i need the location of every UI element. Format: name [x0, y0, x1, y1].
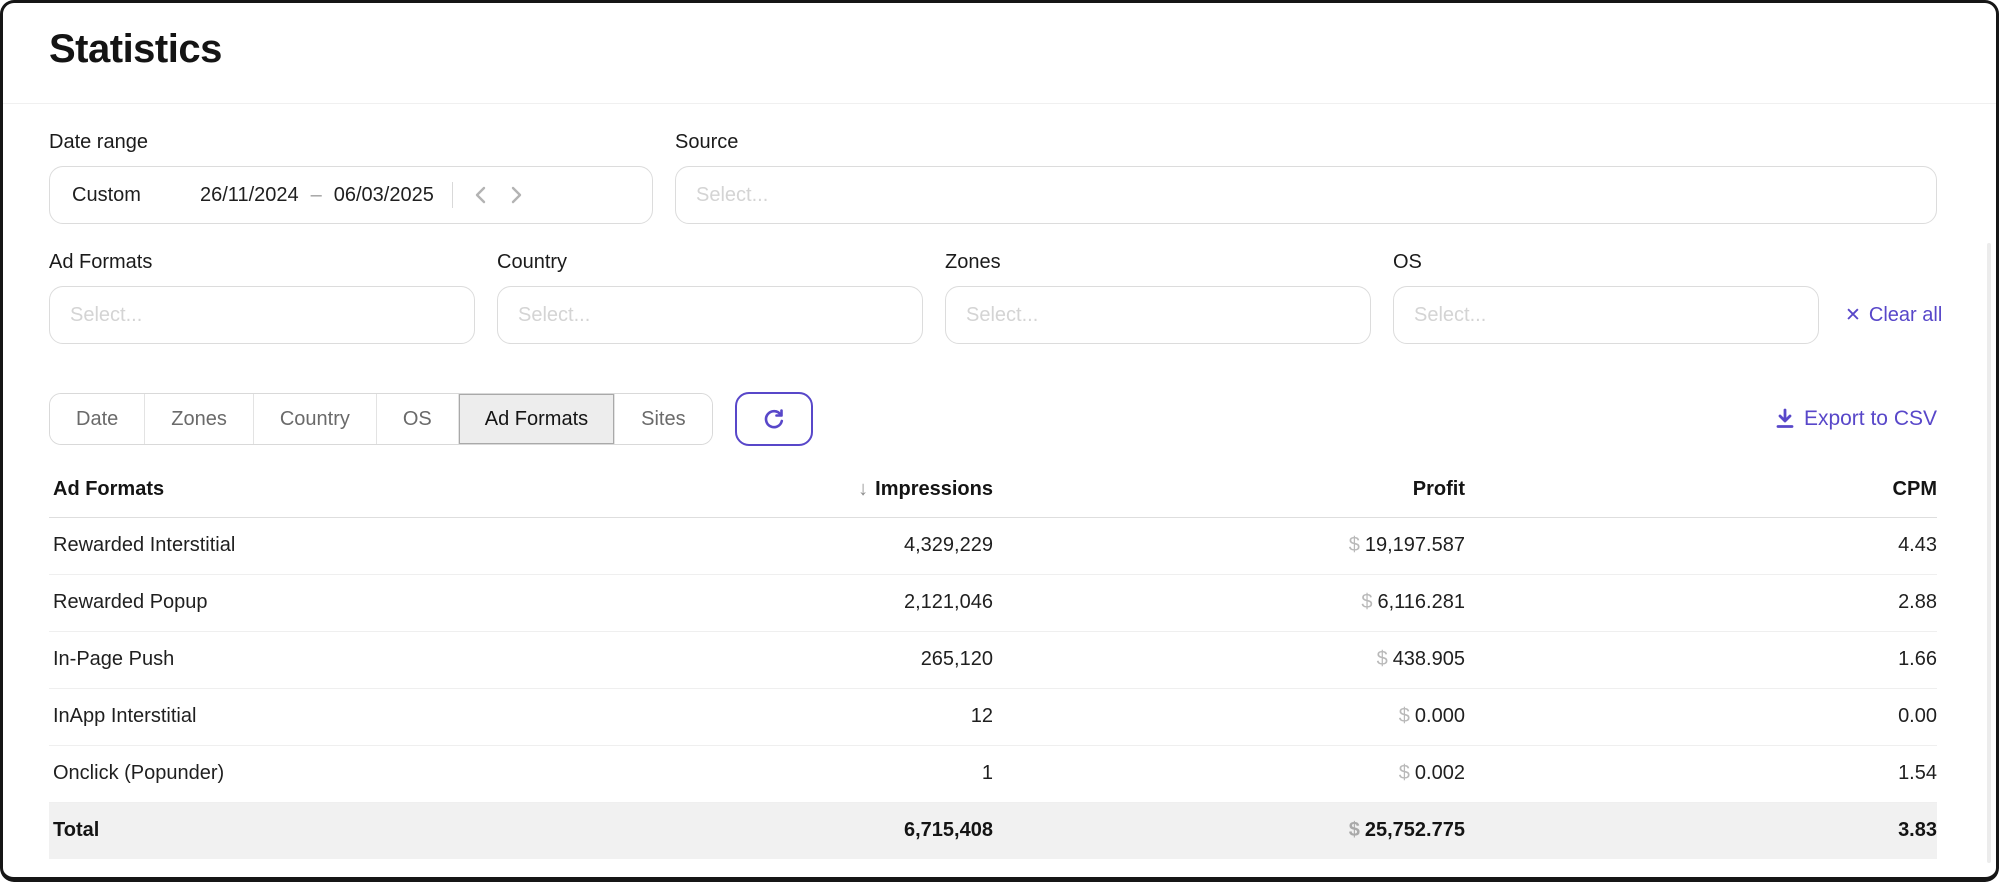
cell-impressions: 12	[970, 705, 993, 727]
cell-profit: $19,197.587	[1348, 534, 1465, 556]
cell-cpm: 1.54	[1898, 762, 1937, 784]
total-label: Total	[53, 819, 100, 841]
cell-profit: $438.905	[1376, 648, 1465, 670]
source-label: Source	[675, 131, 739, 153]
export-csv-link[interactable]: Export to CSV	[1775, 407, 1937, 431]
date-start-value[interactable]: 26/11/2024	[200, 183, 299, 206]
prev-period-button[interactable]	[463, 177, 499, 213]
currency-symbol: $	[1376, 648, 1388, 670]
cell-ad-format: Rewarded Popup	[53, 591, 208, 613]
cell-ad-format: Rewarded Interstitial	[53, 534, 236, 556]
table-row: In-Page Push 265,120 $438.905 1.66	[49, 632, 1937, 689]
column-header-cpm[interactable]: CPM	[1892, 478, 1937, 500]
cell-profit: $0.002	[1398, 762, 1465, 784]
tab-country[interactable]: Country	[252, 394, 376, 444]
cell-ad-format: Onclick (Popunder)	[53, 762, 225, 784]
ad-formats-label: Ad Formats	[49, 251, 153, 273]
total-profit: $25,752.775	[1348, 819, 1465, 841]
cell-cpm: 1.66	[1898, 648, 1937, 670]
cell-ad-format: In-Page Push	[53, 648, 175, 670]
download-icon	[1776, 408, 1794, 428]
os-label: OS	[1393, 251, 1422, 273]
tab-zones[interactable]: Zones	[144, 394, 253, 444]
table-body: Rewarded Interstitial 4,329,229 $19,197.58…	[49, 518, 1937, 803]
cell-ad-format: InApp Interstitial	[53, 705, 197, 727]
currency-symbol: $	[1398, 762, 1410, 784]
ad-formats-select[interactable]: Select...	[49, 286, 475, 344]
column-header-ad-formats[interactable]: Ad Formats	[53, 478, 165, 500]
date-control-divider	[451, 182, 453, 208]
chevron-left-icon	[476, 186, 486, 204]
cell-profit: $6,116.281	[1361, 591, 1465, 613]
zones-label: Zones	[945, 251, 1001, 273]
country-select[interactable]: Select...	[497, 286, 923, 344]
next-period-button[interactable]	[499, 177, 535, 213]
currency-symbol: $	[1348, 819, 1360, 841]
column-header-impressions[interactable]: ↓ Impressions	[858, 478, 993, 500]
title-divider	[3, 103, 1996, 104]
clear-icon: ✕	[1845, 304, 1861, 326]
clear-all-link[interactable]: ✕ Clear all	[1845, 303, 1943, 326]
date-end-value[interactable]: 06/03/2025	[333, 183, 434, 206]
sort-desc-icon: ↓	[858, 478, 869, 500]
tab-sites[interactable]: Sites	[614, 394, 712, 444]
cell-cpm: 2.88	[1898, 591, 1937, 613]
date-range-label: Date range	[49, 131, 148, 153]
cell-impressions: 4,329,229	[904, 534, 993, 556]
table-total-row: Total 6,715,408 $25,752.775 3.83	[49, 802, 1937, 859]
cell-cpm: 0.00	[1898, 705, 1937, 727]
table-row: Rewarded Popup 2,121,046 $6,116.281 2.88	[49, 575, 1937, 632]
cell-impressions: 1	[981, 762, 993, 784]
table-row: InApp Interstitial 12 $0.000 0.00	[49, 689, 1937, 746]
table-row: Rewarded Interstitial 4,329,229 $19,197.58…	[49, 518, 1937, 575]
currency-symbol: $	[1361, 591, 1373, 613]
refresh-button[interactable]	[734, 392, 813, 446]
currency-symbol: $	[1398, 705, 1410, 727]
tab-ad-formats[interactable]: Ad Formats	[457, 394, 615, 444]
table-header-row: Ad Formats ↓ Impressions Profit CPM	[49, 466, 1937, 518]
cell-profit: $0.000	[1398, 705, 1465, 727]
scrollbar[interactable]	[1987, 243, 1991, 863]
cell-impressions: 2,121,046	[904, 591, 993, 613]
refresh-icon	[764, 409, 783, 429]
date-range-separator: –	[310, 183, 322, 206]
tab-date[interactable]: Date	[50, 394, 145, 444]
stats-table: Ad Formats ↓ Impressions Profit CPM Rewar…	[49, 466, 1937, 859]
zones-select[interactable]: Select...	[945, 286, 1371, 344]
table-toolbar: Date Zones Country OS Ad Formats Sites Export…	[49, 392, 1937, 446]
page-title: Statistics	[49, 27, 222, 71]
filters-panel: Date range Custom 26/11/2024 – 06/03/202…	[49, 130, 1942, 344]
country-label: Country	[497, 251, 568, 273]
chevron-right-icon	[512, 186, 522, 204]
column-header-profit[interactable]: Profit	[1412, 478, 1465, 500]
date-preset-selector[interactable]: Custom	[72, 183, 141, 206]
tab-os[interactable]: OS	[375, 394, 458, 444]
total-cpm: 3.83	[1898, 819, 1937, 841]
view-tabs: Date Zones Country OS Ad Formats Sites	[49, 393, 713, 445]
date-range-control[interactable]: Custom 26/11/2024 – 06/03/2025	[49, 166, 653, 224]
os-select[interactable]: Select...	[1393, 286, 1819, 344]
total-impressions: 6,715,408	[904, 819, 993, 841]
source-select[interactable]: Select...	[675, 166, 1937, 224]
table-row: Onclick (Popunder) 1 $0.002 1.54	[49, 746, 1937, 803]
cell-impressions: 265,120	[920, 648, 993, 670]
cell-cpm: 4.43	[1898, 534, 1937, 556]
currency-symbol: $	[1348, 534, 1360, 556]
